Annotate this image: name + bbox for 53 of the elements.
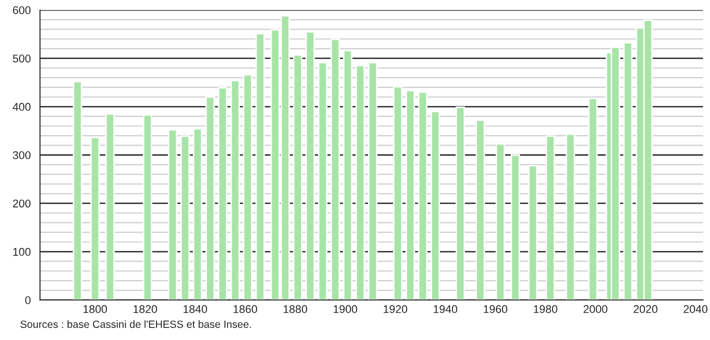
y-tick-label: 0 bbox=[25, 296, 31, 304]
bar bbox=[242, 74, 252, 300]
x-tick-label: 2000 bbox=[584, 305, 608, 314]
bar bbox=[205, 96, 215, 300]
x-tick-label: 1880 bbox=[284, 305, 308, 314]
x-tick-label: 1900 bbox=[334, 305, 358, 314]
bar bbox=[72, 80, 82, 300]
bar bbox=[393, 86, 402, 300]
bar bbox=[330, 38, 340, 300]
bar bbox=[255, 32, 265, 300]
bar bbox=[430, 110, 440, 300]
source-note: Sources : base Cassini de l'EHESS et base Insee. bbox=[20, 320, 251, 328]
bar bbox=[230, 80, 240, 300]
bar bbox=[418, 91, 428, 300]
bar bbox=[406, 90, 415, 300]
bar bbox=[292, 54, 302, 300]
bar bbox=[368, 62, 378, 300]
bar bbox=[528, 164, 538, 300]
y-tick-label: 600 bbox=[13, 6, 31, 14]
y-tick-label: 500 bbox=[12, 54, 31, 62]
bar bbox=[318, 62, 328, 300]
bar bbox=[192, 128, 202, 300]
x-tick-label: 1820 bbox=[134, 305, 158, 314]
y-tick-label: 300 bbox=[12, 151, 31, 160]
bar bbox=[306, 31, 315, 300]
bar bbox=[168, 129, 178, 300]
x-tick-label: 2040 bbox=[684, 305, 708, 314]
x-tick-label: 1940 bbox=[434, 305, 458, 314]
bar bbox=[343, 50, 352, 300]
x-tick-label: 2020 bbox=[634, 305, 658, 314]
bar bbox=[456, 106, 466, 300]
y-tick-label: 100 bbox=[13, 248, 31, 256]
x-tick-label: 1860 bbox=[234, 305, 258, 314]
bar bbox=[90, 136, 100, 300]
x-tick-label: 1800 bbox=[84, 305, 107, 314]
bar bbox=[510, 154, 520, 300]
x-tick-label: 1980 bbox=[534, 305, 558, 314]
bar bbox=[142, 114, 152, 300]
bar bbox=[623, 42, 633, 300]
x-tick-label: 1920 bbox=[384, 305, 408, 314]
bar bbox=[588, 98, 598, 300]
bar bbox=[566, 134, 576, 300]
bar bbox=[105, 113, 115, 300]
y-tick-label: 400 bbox=[12, 102, 31, 111]
y-tick-label: 200 bbox=[12, 200, 31, 208]
bar bbox=[218, 87, 228, 300]
bar bbox=[356, 64, 365, 300]
bar bbox=[546, 135, 556, 300]
bar bbox=[496, 143, 506, 300]
bar bbox=[180, 135, 190, 300]
x-tick-label: 1960 bbox=[484, 305, 508, 314]
x-tick-label: 1840 bbox=[184, 305, 208, 314]
bar bbox=[476, 120, 486, 300]
